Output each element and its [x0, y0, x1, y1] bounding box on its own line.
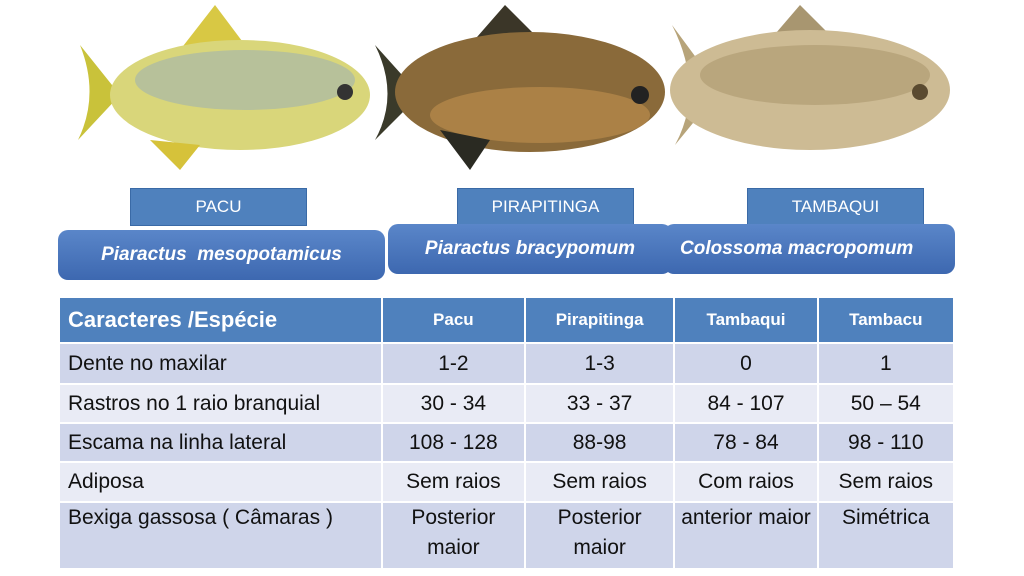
header-cell: Pacu [380, 296, 526, 344]
header-cell: Pirapitinga [523, 296, 676, 344]
table-cell: 1-3 [523, 342, 676, 385]
header-row: Caracteres /Espécie Pacu Pirapitinga Tambaq… [58, 296, 956, 344]
table-cell: Sem raios [523, 461, 676, 503]
table-cell: Dente no maxilar [58, 342, 383, 385]
species-label: PIRAPITINGA [457, 188, 634, 226]
table-cell: Com raios [673, 461, 819, 503]
scientific-name: Colossoma macropomum [664, 224, 955, 274]
table-row: Adiposa Sem raios Sem raios Com raios Sem ra… [58, 461, 956, 503]
fish-illustrations [78, 5, 950, 170]
table-cell: 88-98 [523, 422, 676, 463]
table-cell: Rastros no 1 raio branquial [58, 383, 383, 424]
table-cell: 108 - 128 [380, 422, 526, 463]
table-cell: 84 - 107 [673, 383, 819, 424]
scientific-name: Piaractus bracypomum [388, 224, 672, 274]
table-row: Rastros no 1 raio branquial 30 - 34 33 - 3… [58, 383, 956, 424]
table-cell: 0 [673, 342, 819, 385]
table-cell: 1 [816, 342, 956, 385]
table-cell: Bexiga gassosa ( Câmaras ) [58, 501, 383, 570]
pacu-fish [78, 5, 370, 170]
table-cell: 33 - 37 [523, 383, 676, 424]
table-cell: Posterior maior [523, 501, 676, 570]
header-cell: Tambaqui [673, 296, 819, 344]
table-cell: Simétrica [816, 501, 956, 570]
table-cell: 78 - 84 [673, 422, 819, 463]
pirapitinga-fish [375, 5, 665, 170]
table-cell: 30 - 34 [380, 383, 526, 424]
header-cell: Tambacu [816, 296, 956, 344]
table-cell: anterior maior [673, 501, 819, 570]
comparison-table: Caracteres /Espécie Pacu Pirapitinga Tambaq… [58, 296, 956, 570]
table-cell: Sem raios [816, 461, 956, 503]
table-cell: Sem raios [380, 461, 526, 503]
table-cell: 98 - 110 [816, 422, 956, 463]
table-row: Bexiga gassosa ( Câmaras ) Posterior maio… [58, 501, 956, 570]
header-cell: Caracteres /Espécie [58, 296, 383, 344]
table-cell: Posterior maior [380, 501, 526, 570]
table-cell: Adiposa [58, 461, 383, 503]
species-label: TAMBAQUI [747, 188, 924, 226]
tambaqui-fish [670, 5, 950, 150]
table-cell: 50 – 54 [816, 383, 956, 424]
table-cell: Escama na linha lateral [58, 422, 383, 463]
table-row: Escama na linha lateral 108 - 128 88-98 78 … [58, 422, 956, 463]
table-row: Dente no maxilar 1-2 1-3 0 1 [58, 342, 956, 385]
table-cell: 1-2 [380, 342, 526, 385]
species-label: PACU [130, 188, 307, 226]
scientific-name: Piaractus mesopotamicus [58, 230, 385, 280]
